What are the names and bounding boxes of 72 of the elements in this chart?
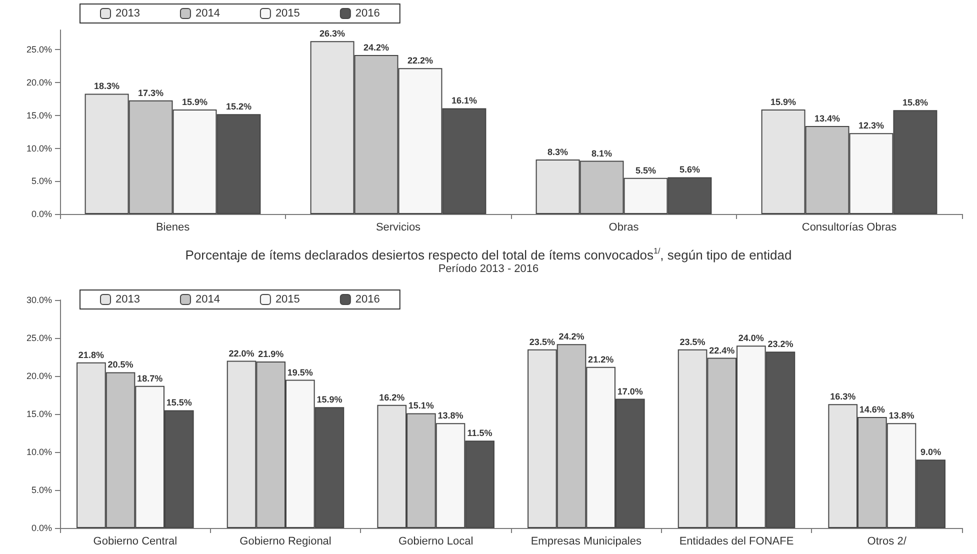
- data-label: 16.1%: [451, 96, 477, 106]
- data-label: 15.9%: [182, 97, 208, 108]
- data-label: 21.8%: [78, 350, 104, 360]
- data-label: 5.6%: [679, 164, 700, 175]
- legend-label: 2015: [275, 294, 300, 306]
- y-tick-label: 10.0%: [26, 143, 52, 154]
- data-label: 15.2%: [226, 102, 252, 112]
- data-label: 13.8%: [438, 410, 464, 421]
- y-tick-label: 0.0%: [31, 523, 52, 533]
- data-label: 8.3%: [548, 146, 568, 157]
- legend-label: 2014: [195, 8, 220, 20]
- data-label: 24.0%: [738, 333, 764, 344]
- data-label: 21.9%: [258, 349, 284, 360]
- data-label: 17.0%: [617, 386, 643, 396]
- x-tick-label: Otros 2/: [867, 536, 908, 548]
- data-label: 15.9%: [770, 97, 796, 108]
- x-tick-label: Gobierno Central: [93, 536, 178, 548]
- y-tick-label: 0.0%: [31, 209, 52, 219]
- legend-label: 2016: [355, 8, 380, 20]
- x-tick-label: Obras: [608, 222, 640, 234]
- data-label: 5.5%: [635, 165, 656, 176]
- data-label: 23.2%: [768, 339, 794, 350]
- x-tick-label: Servicios: [376, 222, 422, 234]
- chart-subtitle: Período 2013 - 2016: [438, 263, 539, 275]
- y-tick-label: 15.0%: [26, 110, 52, 120]
- data-label: 9.0%: [920, 447, 942, 458]
- data-label: 18.3%: [94, 81, 120, 92]
- legend-label: 2013: [116, 8, 140, 20]
- y-tick-label: 10.0%: [26, 447, 52, 457]
- x-tick-label: Gobierno Local: [398, 536, 474, 548]
- y-tick-label: 25.0%: [26, 333, 52, 343]
- legend-label: 2013: [116, 294, 140, 306]
- x-tick-label: Gobierno Regional: [240, 536, 332, 548]
- y-tick-label: 5.0%: [31, 176, 52, 186]
- x-tick-label: Consultorías Obras: [802, 222, 898, 234]
- data-label: 22.2%: [407, 56, 433, 66]
- data-label: 24.2%: [364, 42, 390, 52]
- y-tick-label: 25.0%: [26, 44, 52, 55]
- data-label: 19.5%: [287, 367, 313, 378]
- data-label: 24.2%: [558, 332, 584, 342]
- legend-label: 2014: [195, 294, 220, 306]
- data-label: 22.0%: [228, 348, 254, 358]
- y-tick-label: 15.0%: [26, 409, 52, 419]
- legend-label: 2016: [355, 294, 380, 306]
- data-label: 17.3%: [138, 88, 164, 98]
- data-label: 20.5%: [108, 360, 134, 370]
- data-label: 23.5%: [680, 336, 706, 347]
- data-label: 23.5%: [529, 336, 555, 347]
- data-label: 26.3%: [320, 28, 346, 39]
- data-label: 8.1%: [592, 148, 612, 158]
- data-label: 21.2%: [588, 354, 614, 364]
- x-tick-label: Bienes: [156, 222, 190, 234]
- data-label: 15.1%: [408, 400, 434, 411]
- data-label: 16.2%: [379, 392, 405, 402]
- y-tick-label: 5.0%: [31, 485, 52, 495]
- data-label: 18.7%: [137, 373, 163, 384]
- data-label: 16.3%: [830, 392, 856, 402]
- data-label: 11.5%: [467, 428, 492, 438]
- y-tick-label: 30.0%: [26, 295, 52, 305]
- data-label: 15.9%: [316, 394, 342, 405]
- data-label: 12.3%: [858, 120, 884, 131]
- y-tick-label: 20.0%: [26, 78, 52, 88]
- y-tick-label: 20.0%: [26, 371, 52, 381]
- legend-label: 2015: [275, 8, 300, 20]
- data-label: 13.8%: [888, 410, 914, 421]
- data-label: 13.4%: [814, 113, 840, 124]
- data-label: 15.8%: [902, 98, 928, 108]
- data-label: 15.5%: [166, 398, 192, 408]
- data-label: 22.4%: [709, 345, 735, 356]
- x-tick-label: Empresas Municipales: [530, 536, 642, 548]
- data-label: 14.6%: [859, 404, 885, 415]
- x-tick-label: Entidades del FONAFE: [679, 536, 794, 548]
